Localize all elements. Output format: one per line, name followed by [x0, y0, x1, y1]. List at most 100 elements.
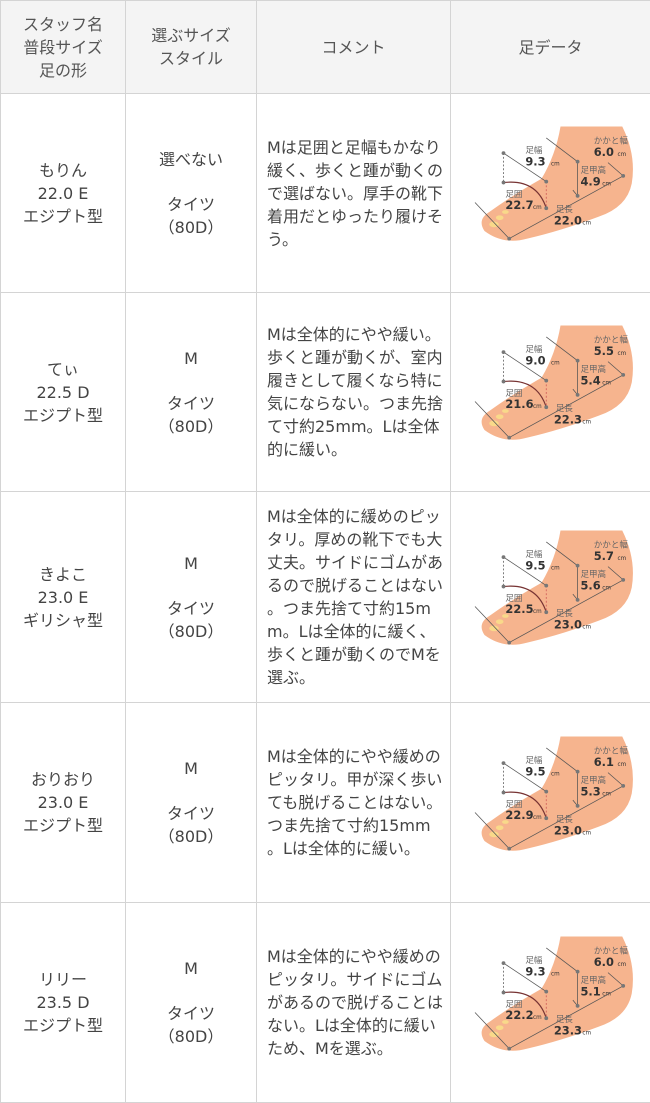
length-value: 22.0 — [553, 213, 581, 227]
svg-text:cm: cm — [617, 351, 626, 357]
staff-cell: リリー 23.5 D エジプト型 — [0, 902, 126, 1103]
svg-text:cm: cm — [532, 205, 541, 211]
heel-width-value: 6.1 — [593, 754, 613, 768]
svg-text:cm: cm — [602, 380, 611, 386]
comment-text: Mは全体的にやや緩めのピッタリ。サイドにゴムがあるので脱げることはない。Lは全体… — [267, 947, 444, 1058]
foot-data-cell: 足幅 9.0 cm かかと幅 5.5 cm 足甲高 5.4 cm 足囲 21.6… — [450, 292, 650, 492]
usual-size: 23.0 E — [37, 793, 89, 812]
length-value: 23.0 — [553, 617, 581, 631]
heel-width-label: かかと幅 — [593, 744, 628, 756]
header-staff: スタッフ名 普段サイズ 足の形 — [0, 0, 126, 94]
foot-width-label: 足幅 — [525, 754, 543, 766]
header-row: スタッフ名 普段サイズ 足の形 選ぶサイズ スタイル コメント 足データ — [0, 0, 650, 94]
chosen-size: M — [184, 759, 198, 778]
chosen-size: M — [184, 959, 198, 978]
svg-text:cm: cm — [551, 771, 560, 777]
girth-value: 22.5 — [505, 602, 533, 616]
comment-text: Mは全体的にやや緩い。歩くと踵が動くが、室内履きとして履くなら特に気にならない。… — [267, 325, 444, 459]
width-line — [502, 762, 546, 792]
foot-data-cell: 足幅 9.5 cm かかと幅 6.1 cm 足甲高 5.3 cm 足囲 22.9… — [450, 702, 650, 903]
foot-illustration — [481, 325, 633, 440]
chosen-size: 選べない — [158, 149, 223, 169]
heel-width-value: 6.0 — [593, 145, 613, 159]
girth-value: 21.6 — [505, 397, 533, 411]
heel-width-value: 6.0 — [593, 954, 613, 968]
heel-width-label: かかと幅 — [593, 944, 628, 956]
style: タイツ — [166, 393, 215, 413]
staff-name: おりおり — [30, 770, 95, 789]
chosen-size: M — [184, 348, 198, 368]
denier: （80D） — [158, 416, 224, 436]
length-value: 23.3 — [553, 1023, 581, 1037]
foot-width-label: 足幅 — [525, 343, 543, 355]
svg-text:cm: cm — [617, 556, 626, 562]
heel-width-label: かかと幅 — [593, 334, 628, 346]
foot-shape: エジプト型 — [22, 405, 103, 425]
foot-shape: エジプト型 — [22, 816, 103, 835]
svg-text:cm: cm — [532, 404, 541, 410]
svg-text:cm: cm — [551, 565, 560, 571]
heel-width-label: かかと幅 — [593, 135, 628, 147]
girth-value: 22.9 — [505, 808, 533, 822]
size-cell: M タイツ （80D） — [125, 292, 257, 492]
staff-name: リリー — [38, 970, 87, 989]
foot-illustration — [481, 126, 633, 241]
instep-value: 5.4 — [580, 373, 600, 387]
comment-cell: Mは足囲と足幅もかなり緩く、歩くと踵が動くので選ばない。厚手の靴下着用だとゆった… — [256, 93, 451, 293]
foot-width-value: 9.5 — [525, 558, 545, 572]
table-row: もりん 22.0 E エジプト型 選べない タイツ （80D） Mは足囲と足幅も… — [0, 93, 650, 293]
svg-text:cm: cm — [602, 791, 611, 797]
svg-text:cm: cm — [532, 815, 541, 821]
table-row: おりおり 23.0 E エジプト型 M タイツ （80D） Mは全体的にやや緩め… — [0, 702, 650, 903]
svg-text:cm: cm — [551, 360, 560, 366]
comment-cell: Mは全体的にやや緩めのピッタリ。甲が深く歩いても脱げることはない。つま先捨て寸約… — [256, 702, 451, 903]
staff-cell: きよこ 23.0 E ギリシャ型 — [0, 491, 126, 703]
svg-text:cm: cm — [582, 419, 591, 425]
width-line — [502, 152, 546, 182]
girth-value: 22.7 — [505, 198, 533, 212]
instep-label: 足甲高 — [580, 164, 606, 176]
usual-size: 22.5 D — [36, 382, 90, 402]
heel-width-label: かかと幅 — [593, 539, 628, 551]
comment-cell: Mは全体的にやや緩い。歩くと踵が動くが、室内履きとして履くなら特に気にならない。… — [256, 292, 451, 492]
svg-text:cm: cm — [602, 991, 611, 997]
header-foot-data: 足データ — [450, 0, 650, 94]
size-cell: 選べない タイツ （80D） — [125, 93, 257, 293]
comment-cell: Mは全体的に緩めのピッタリ。厚めの靴下でも大丈夫。サイドにゴムがあるので脱げるこ… — [256, 491, 451, 703]
comment-text: Mは全体的に緩めのピッタリ。厚めの靴下でも大丈夫。サイドにゴムがあるので脱げるこ… — [267, 507, 444, 687]
staff-cell: もりん 22.0 E エジプト型 — [0, 93, 126, 293]
foot-diagram: 足幅 9.0 cm かかと幅 5.5 cm 足甲高 5.4 cm 足囲 21.6… — [474, 325, 633, 440]
size-cell: M タイツ （80D） — [125, 491, 257, 703]
foot-diagram: 足幅 9.3 cm かかと幅 6.0 cm 足甲高 5.1 cm 足囲 22.2… — [474, 936, 633, 1051]
width-line — [502, 351, 546, 381]
instep-label: 足甲高 — [580, 363, 606, 375]
svg-text:cm: cm — [582, 830, 591, 836]
width-line — [502, 962, 546, 992]
foot-diagram: 足幅 9.3 cm かかと幅 6.0 cm 足甲高 4.9 cm 足囲 22.7… — [474, 126, 633, 241]
length-value: 23.0 — [553, 823, 581, 837]
size-cell: M タイツ （80D） — [125, 902, 257, 1103]
instep-value: 5.6 — [580, 578, 600, 592]
svg-text:cm: cm — [551, 161, 560, 167]
width-line — [502, 556, 546, 586]
girth-label: 足囲 — [505, 798, 522, 809]
usual-size: 23.0 E — [37, 587, 89, 607]
foot-shape: エジプト型 — [22, 206, 103, 226]
foot-data-cell: 足幅 9.3 cm かかと幅 6.0 cm 足甲高 5.1 cm 足囲 22.2… — [450, 902, 650, 1103]
svg-text:cm: cm — [582, 624, 591, 630]
svg-text:cm: cm — [617, 152, 626, 158]
comment-text: Mは全体的にやや緩めのピッタリ。甲が深く歩いても脱げることはない。つま先捨て寸約… — [267, 747, 443, 858]
staff-cell: てぃ 22.5 D エジプト型 — [0, 292, 126, 492]
foot-width-value: 9.5 — [525, 764, 545, 778]
foot-shape: ギリシャ型 — [22, 610, 103, 630]
svg-text:cm: cm — [617, 961, 626, 967]
svg-text:cm: cm — [582, 220, 591, 226]
denier: （80D） — [158, 217, 224, 237]
heel-width-value: 5.7 — [593, 549, 613, 563]
header-comment: コメント — [256, 0, 451, 94]
foot-illustration — [481, 530, 633, 645]
denier: （80D） — [158, 827, 224, 846]
instep-label: 足甲高 — [580, 774, 606, 786]
usual-size: 22.0 E — [37, 183, 89, 203]
